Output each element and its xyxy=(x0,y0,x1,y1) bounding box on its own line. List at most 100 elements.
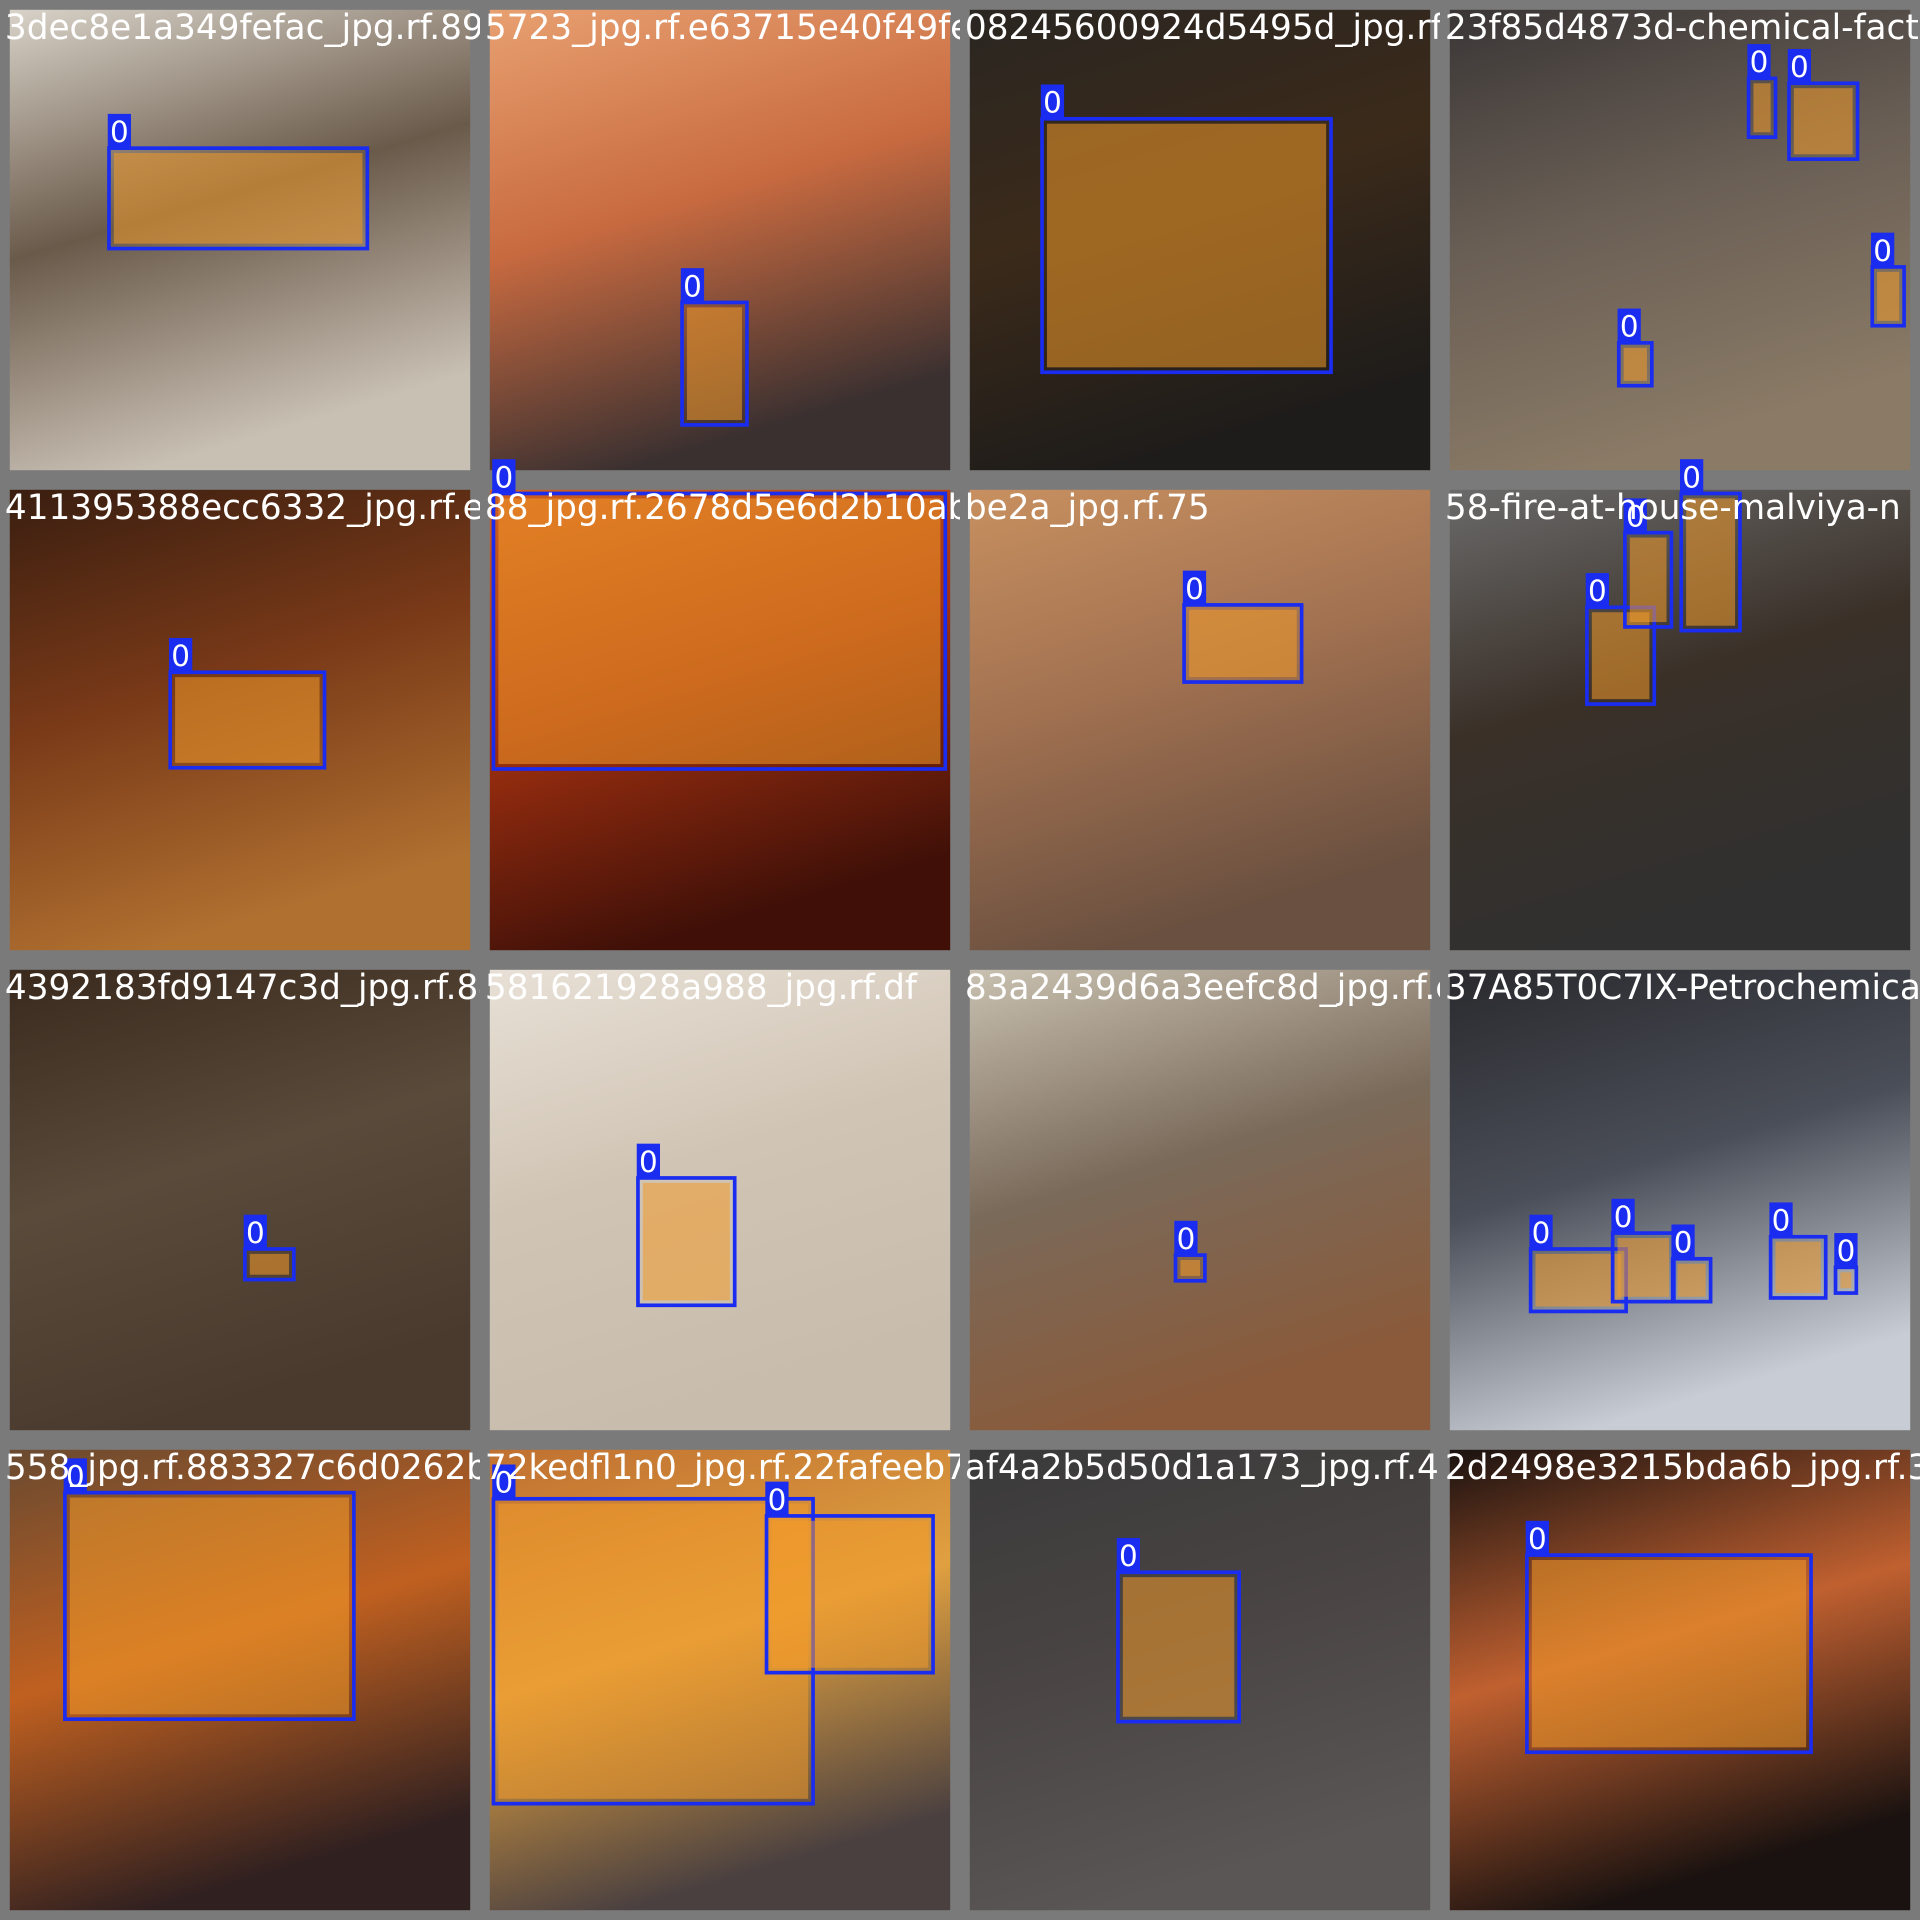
fire-glow xyxy=(1623,347,1647,381)
label-background xyxy=(107,113,132,149)
file-name: 3dec8e1a349fefac_jpg.rf.89 xyxy=(5,8,484,48)
file-name: 2d2498e3215bda6b_jpg.rf.3f xyxy=(1445,1448,1920,1488)
bounding-box xyxy=(1787,81,1860,162)
file-name: af4a2b5d50d1a173_jpg.rf.4c xyxy=(965,1448,1458,1488)
class-label: 0 xyxy=(1620,310,1639,344)
class-label: 0 xyxy=(110,115,129,149)
label-background xyxy=(492,1464,516,1499)
class-label: 0 xyxy=(1532,1216,1551,1250)
tile: 0 411395388ecc6332_jpg.rf.ea xyxy=(5,488,505,951)
bounding-box xyxy=(168,670,327,770)
file-name: 411395388ecc6332_jpg.rf.ea xyxy=(5,488,505,528)
file-name: 5723_jpg.rf.e63715e40f49fe88e6 xyxy=(485,8,1058,48)
bounding-box xyxy=(491,491,948,771)
file-name: 88_jpg.rf.2678d5e6d2b10ab0 xyxy=(485,488,991,528)
label-background xyxy=(680,268,705,303)
tile: 0 83a2439d6a3eefc8d_jpg.rf.e2 xyxy=(965,968,1440,1431)
fire-glow xyxy=(1046,123,1327,368)
label-background xyxy=(1585,573,1609,608)
class-label: 0 xyxy=(495,460,514,494)
bounding-box xyxy=(1116,1570,1242,1724)
label-background xyxy=(168,637,193,673)
bounding-box xyxy=(1040,116,1333,375)
file-name: 23f85d4873d-chemical-factory xyxy=(1445,8,1920,48)
bounding-box xyxy=(243,1247,296,1282)
fire-glow xyxy=(1877,271,1900,321)
class-label: 0 xyxy=(1614,1200,1633,1234)
label-background xyxy=(1834,1233,1858,1268)
label-background xyxy=(1040,84,1065,119)
label-background xyxy=(1617,308,1641,343)
fire-glow xyxy=(1753,83,1771,133)
tile: 0 af4a2b5d50d1a173_jpg.rf.4c xyxy=(965,1448,1458,1911)
class-label: 0 xyxy=(66,1460,85,1494)
class-label: 0 xyxy=(1626,500,1645,534)
class-label: 0 xyxy=(1772,1204,1791,1238)
label-background xyxy=(1787,48,1812,84)
class-label: 0 xyxy=(1790,50,1809,84)
bounding-box xyxy=(63,1490,356,1722)
fire-glow xyxy=(1677,1263,1706,1297)
fire-glow xyxy=(1617,1237,1669,1297)
class-label: 0 xyxy=(768,1483,787,1517)
class-label: 0 xyxy=(246,1216,265,1250)
class-label: 0 xyxy=(1837,1234,1856,1268)
label-background xyxy=(1769,1202,1793,1237)
file-name: 581621928a988_jpg.rf.df xyxy=(485,968,918,1008)
bounding-box xyxy=(107,146,370,251)
tile: 0 be2a_jpg.rf.75 xyxy=(965,488,1431,951)
class-label: 0 xyxy=(1750,45,1769,79)
tile: 0 0 0 0 0 37A85T0C7IX-Petrochemical xyxy=(1445,968,1920,1431)
bounding-box xyxy=(764,1514,935,1675)
fire-glow xyxy=(686,307,743,420)
fire-glow xyxy=(1840,1272,1852,1289)
class-label: 0 xyxy=(1682,460,1701,494)
bounding-box xyxy=(1623,530,1674,629)
class-label: 0 xyxy=(1119,1539,1138,1573)
file-name: 4392183fd9147c3d_jpg.rf.84 xyxy=(5,968,500,1008)
fire-glow xyxy=(175,677,320,763)
bounding-box xyxy=(1679,491,1742,633)
class-label: 0 xyxy=(1185,572,1204,606)
fire-glow xyxy=(498,498,941,765)
fire-glow xyxy=(1122,1577,1235,1717)
label-background xyxy=(1525,1520,1549,1556)
class-label: 0 xyxy=(639,1145,658,1179)
label-background xyxy=(63,1458,87,1493)
fire-glow xyxy=(1180,1260,1200,1276)
label-background xyxy=(636,1143,660,1178)
fire-glow xyxy=(1793,88,1853,155)
fire-glow xyxy=(498,1503,809,1799)
label-background xyxy=(1529,1214,1553,1249)
tile-image xyxy=(1449,969,1911,1431)
tile-image xyxy=(969,969,1431,1431)
tile-image xyxy=(969,489,1431,951)
bounding-box xyxy=(1525,1553,1813,1755)
tile-image xyxy=(1449,9,1911,471)
file-name: 558_jpg.rf.883327c6d0262b xyxy=(5,1448,488,1488)
class-label: 0 xyxy=(1674,1226,1693,1260)
fire-glow xyxy=(69,1497,349,1715)
fire-glow xyxy=(113,153,363,244)
tile: 0 5723_jpg.rf.e63715e40f49fe88e6 xyxy=(485,8,1058,471)
fire-glow xyxy=(642,1182,730,1301)
bounding-box xyxy=(680,300,749,427)
fire-glow xyxy=(1629,537,1667,623)
fire-glow xyxy=(1188,609,1297,678)
tile: 0 4392183fd9147c3d_jpg.rf.84 xyxy=(5,968,500,1431)
class-label: 0 xyxy=(1043,86,1062,120)
label-background xyxy=(1671,1224,1695,1259)
file-name: 58-fire-at-house-malviya-n xyxy=(1445,488,1901,528)
tile: 0 581621928a988_jpg.rf.df xyxy=(485,968,951,1431)
fire-glow xyxy=(249,1253,289,1275)
tile: 0 08245600924d5495d_jpg.rf.c0 xyxy=(965,8,1440,471)
fire-glow xyxy=(1775,1241,1821,1294)
bounding-box xyxy=(1768,1234,1828,1300)
label-background xyxy=(1623,498,1647,533)
tile: 088_jpg.rf.2678d5e6d2b10ab0 xyxy=(485,459,991,951)
fire-glow xyxy=(1535,1253,1622,1307)
